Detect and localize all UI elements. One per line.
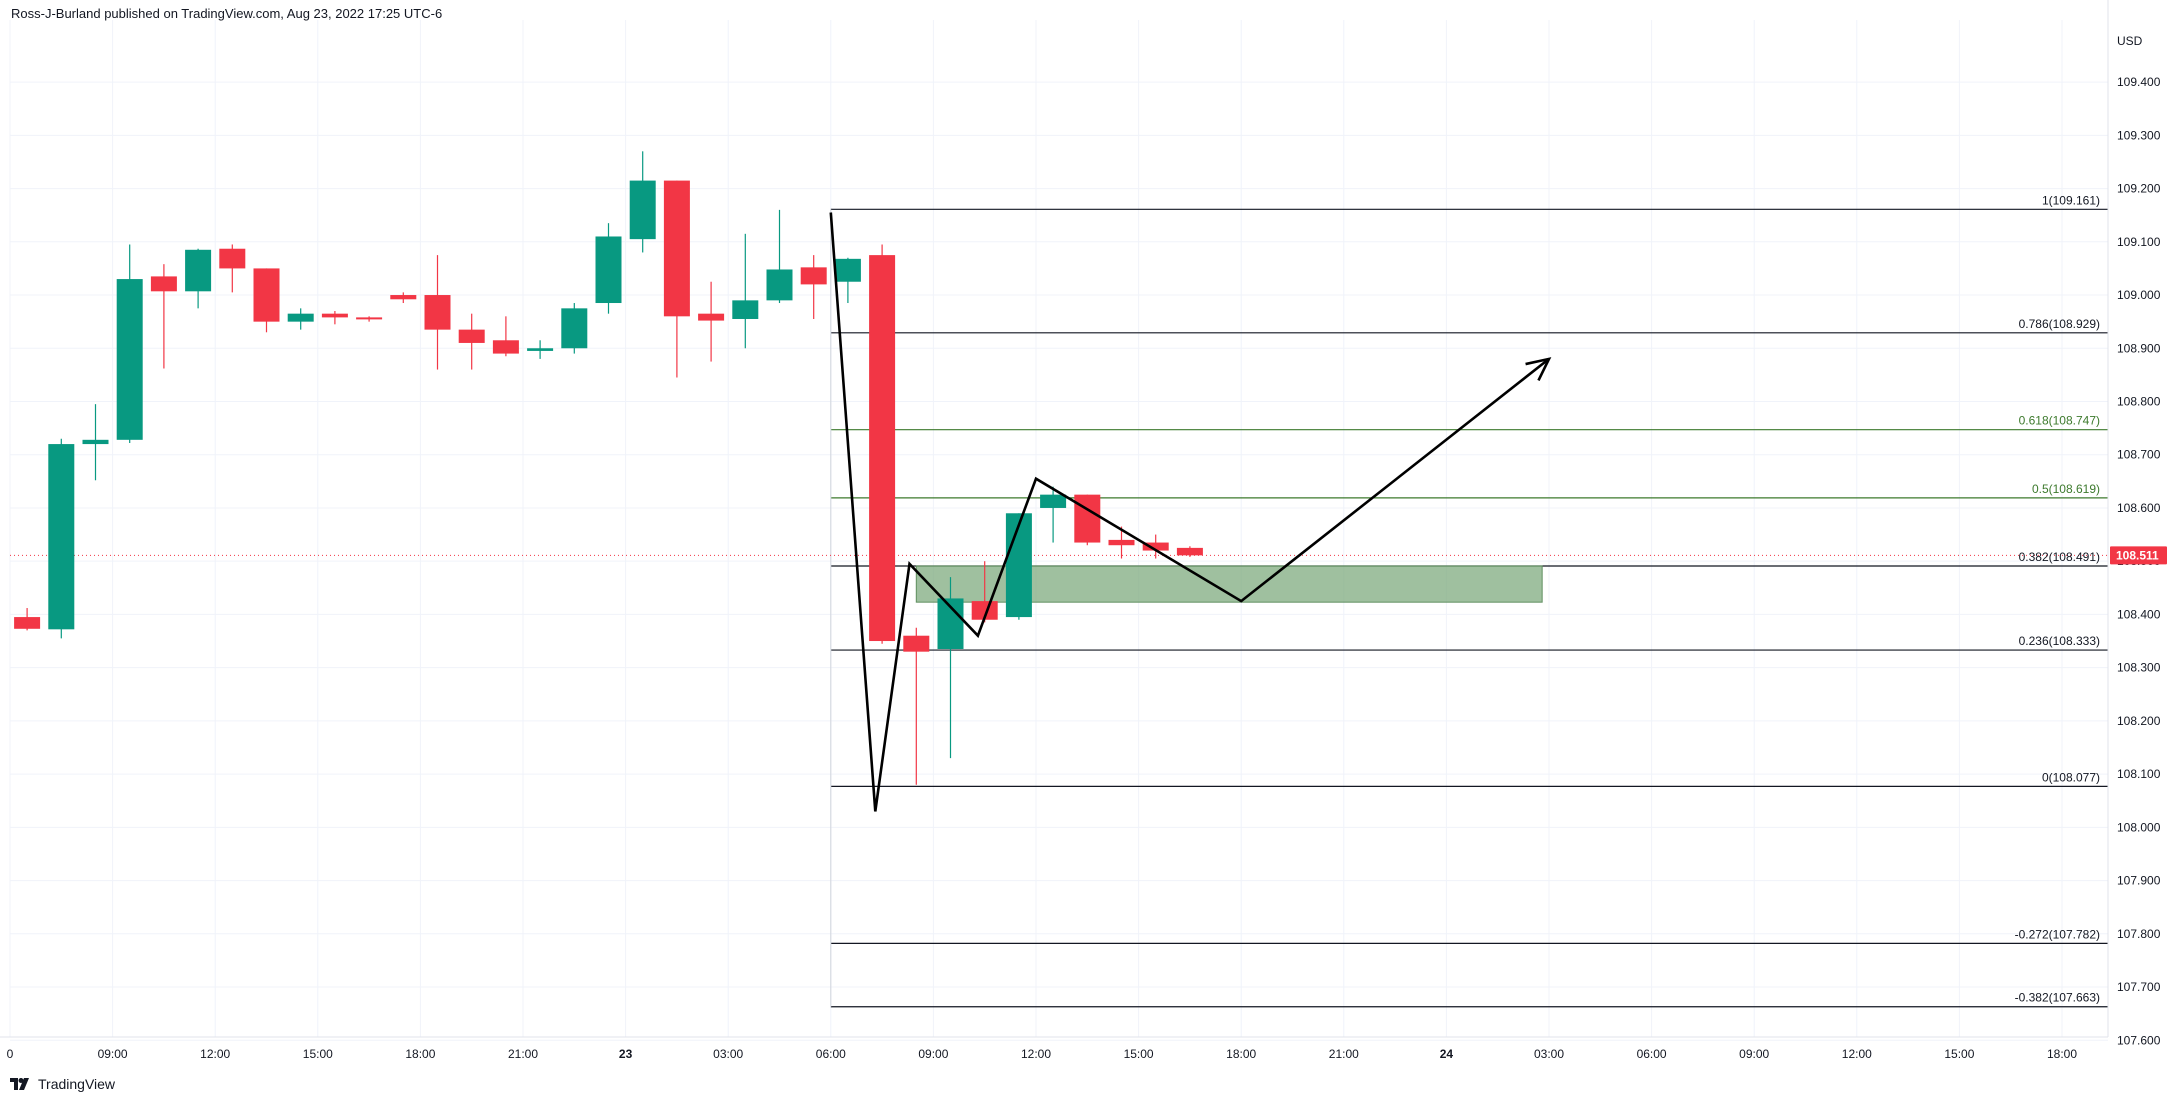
last-price-label: 108.511 [2116, 548, 2159, 562]
candle-body [527, 348, 554, 351]
price-tick-label: 109.000 [2117, 288, 2161, 302]
candle-body [287, 313, 314, 322]
time-tick-label: 06:00 [816, 1047, 846, 1061]
tradingview-brand[interactable]: TradingView [10, 1076, 115, 1092]
candle-body [458, 329, 485, 343]
fib-level-label: 0.236(108.333) [2019, 634, 2100, 648]
grid [9, 20, 2108, 1041]
time-tick-label: 18:00 [2047, 1047, 2077, 1061]
candle-body [1142, 542, 1169, 551]
price-tick-label: 109.300 [2117, 128, 2161, 142]
time-tick-label: 24 [1440, 1047, 1454, 1061]
fib-level-label: 0.382(108.491) [2019, 550, 2100, 564]
price-tick-label: 108.300 [2117, 661, 2161, 675]
candle-body [253, 268, 280, 322]
arrow-head-icon [1525, 357, 1552, 382]
price-tick-label: 108.000 [2117, 820, 2161, 834]
candles [14, 151, 1203, 785]
candle-body [116, 279, 143, 440]
candle-body [663, 180, 690, 317]
tradingview-logo-icon [10, 1078, 29, 1090]
fib-level-label: -0.382(107.663) [2015, 991, 2100, 1005]
candle-body [903, 635, 930, 652]
candle-body [14, 617, 41, 629]
time-tick-label: 15:00 [1944, 1047, 1974, 1061]
time-tick-label: 0 [7, 1047, 14, 1061]
time-tick-label: 15:00 [1124, 1047, 1154, 1061]
candle-body [595, 236, 622, 304]
candle-body [82, 439, 109, 445]
price-tick-label: 108.800 [2117, 394, 2161, 408]
candle-body [869, 255, 896, 642]
time-tick-label: 21:00 [508, 1047, 538, 1061]
price-axis-unit: USD [2117, 34, 2143, 48]
time-tick-label: 06:00 [1637, 1047, 1667, 1061]
candle-body [629, 180, 656, 240]
publisher-header: Ross-J-Burland published on TradingView.… [11, 6, 443, 21]
time-tick-label: 15:00 [303, 1047, 333, 1061]
fib-level-label: 0(108.077) [2042, 770, 2100, 784]
time-tick-label: 09:00 [98, 1047, 128, 1061]
candle-body [732, 300, 759, 319]
price-tick-label: 109.400 [2117, 75, 2161, 89]
price-tick-label: 109.100 [2117, 235, 2161, 249]
fib-level-label: -0.272(107.782) [2015, 927, 2100, 941]
time-axis[interactable]: 0 09:00 12:00 15:00 18:00 21:00 23 03:00 06:00 09… [0, 1036, 2108, 1061]
candle-body [321, 313, 348, 318]
candle-body [1176, 547, 1203, 556]
time-tick-label: 21:00 [1329, 1047, 1359, 1061]
time-tick-label: 18:00 [1226, 1047, 1256, 1061]
time-tick-label: 23 [619, 1047, 633, 1061]
candle-body [219, 248, 246, 269]
candle-body [185, 249, 212, 292]
price-tick-label: 107.600 [2117, 1033, 2161, 1047]
fib-level-label: 0.5(108.619) [2032, 482, 2100, 496]
brand-text: TradingView [38, 1076, 116, 1092]
candle-body [1005, 513, 1032, 618]
candle-body [1108, 539, 1135, 546]
candle-body [1040, 494, 1067, 508]
candle-body [834, 258, 861, 282]
price-tick-label: 107.800 [2117, 927, 2161, 941]
time-tick-label: 12:00 [1842, 1047, 1872, 1061]
zigzag-projection-line[interactable] [829, 212, 1550, 812]
projection-path[interactable] [829, 212, 1552, 812]
candle-body [150, 276, 177, 292]
price-tick-label: 107.700 [2117, 980, 2161, 994]
candle-body [971, 601, 998, 620]
time-tick-label: 09:00 [1739, 1047, 1769, 1061]
fib-level-label: 0.786(108.929) [2019, 317, 2100, 331]
time-tick-label: 12:00 [1021, 1047, 1051, 1061]
time-tick-label: 09:00 [918, 1047, 948, 1061]
candle-body [356, 317, 383, 320]
price-tick-label: 108.700 [2117, 448, 2161, 462]
last-price-badge [2110, 546, 2167, 565]
candle-body [424, 295, 451, 330]
candle-body [390, 295, 417, 300]
price-tick-label: 109.200 [2117, 182, 2161, 196]
candle-body [561, 308, 588, 349]
fib-level-label: 0.618(108.747) [2019, 414, 2100, 428]
fib-labels: 1(109.161) 0.786(108.929) 0.618(108.747) 0.… [2015, 193, 2100, 1004]
price-tick-label: 108.200 [2117, 714, 2161, 728]
candle-body [1074, 494, 1101, 543]
candle-body [766, 269, 793, 301]
price-tick-label: 108.600 [2117, 501, 2161, 515]
price-tick-label: 108.900 [2117, 341, 2161, 355]
price-tick-label: 108.400 [2117, 607, 2161, 621]
candle-body [48, 444, 75, 630]
price-axis[interactable]: USD 109.400 109.300 109.200 109.100 109.000 10… [2107, 0, 2167, 1047]
time-tick-label: 03:00 [713, 1047, 743, 1061]
candle-body [698, 313, 725, 321]
price-tick-label: 107.900 [2117, 874, 2161, 888]
price-tick-label: 108.100 [2117, 767, 2161, 781]
fib-level-label: 1(109.161) [2042, 193, 2100, 207]
candle-body [492, 340, 519, 354]
time-tick-label: 03:00 [1534, 1047, 1564, 1061]
time-tick-label: 18:00 [405, 1047, 435, 1061]
candle-body [800, 267, 827, 285]
time-tick-label: 12:00 [200, 1047, 230, 1061]
